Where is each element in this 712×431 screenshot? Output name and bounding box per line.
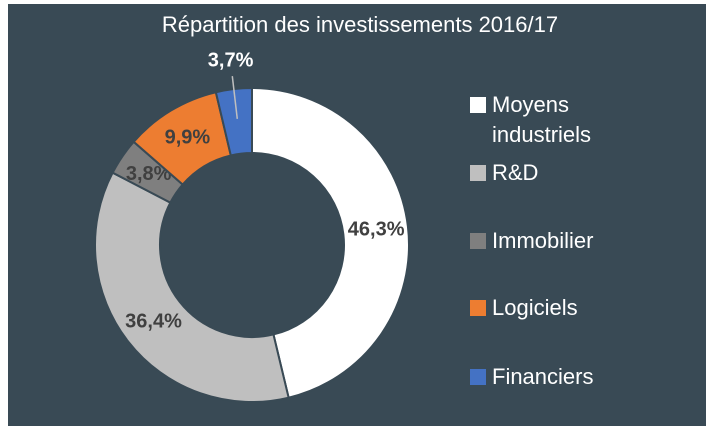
data-label: 36,4% <box>125 310 182 332</box>
legend-swatch <box>470 165 486 181</box>
legend-swatch <box>470 97 486 113</box>
chart-title: Répartition des investissements 2016/17 <box>162 12 558 37</box>
data-label: 46,3% <box>348 219 405 241</box>
data-label: 3,7% <box>208 50 254 72</box>
legend-label: Logiciels <box>492 295 578 320</box>
legend-label: R&D <box>492 160 539 185</box>
legend-item: Immobilier <box>470 226 650 256</box>
slice <box>94 171 290 403</box>
legend-item: Moyens industriels <box>470 90 650 150</box>
leader-line <box>231 76 239 119</box>
legend-item: R&D <box>470 158 650 188</box>
data-label: 3,8% <box>126 163 172 185</box>
legend-item: Logiciels <box>470 293 650 323</box>
legend-swatch <box>470 300 486 316</box>
legend-label: Financiers <box>492 364 594 389</box>
slice <box>251 86 410 399</box>
slice <box>214 86 253 157</box>
legend-label: Moyens industriels <box>492 92 592 147</box>
legend-swatch <box>470 233 486 249</box>
legend-item: Financiers <box>470 362 650 392</box>
legend-label: Immobilier <box>492 228 594 253</box>
data-label: 9,9% <box>165 126 211 148</box>
legend-swatch <box>470 369 486 385</box>
